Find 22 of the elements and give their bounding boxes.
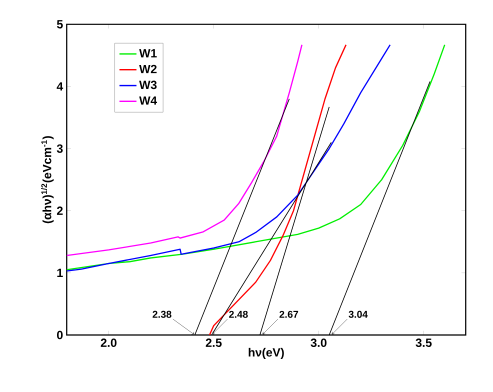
x-tick-label: 2.5	[206, 338, 222, 347]
legend-label: W4	[139, 96, 158, 105]
y-tick-label: 3	[56, 144, 63, 153]
y-tick-label: 0	[57, 330, 63, 340]
legend-label: W3	[139, 80, 157, 90]
annotation: 2.67	[279, 310, 298, 318]
y-tick-label: 4	[56, 82, 64, 91]
annotation: 2.48	[229, 310, 248, 318]
legend-label: W1	[139, 49, 157, 58]
y-tick-label: 1	[57, 268, 63, 277]
y-axis-title: (αhν)$^{1/2}$(eVcm$^{-1}$)	[41, 136, 54, 224]
line-series	[208, 44, 347, 335]
x-axis-title: hν(eV)	[248, 348, 284, 360]
x-tick-label: 3.5	[416, 338, 432, 348]
y-tick-label: 2	[56, 206, 63, 215]
y-tick-label: 5	[56, 20, 63, 28]
annotation: 2.38	[152, 310, 172, 318]
line-series	[66, 44, 303, 256]
x-tick-label: 2.0	[100, 338, 117, 347]
legend-label: W2	[139, 64, 157, 74]
annotation: 3.04	[348, 310, 368, 318]
x-tick-label: 3.0	[310, 338, 327, 348]
